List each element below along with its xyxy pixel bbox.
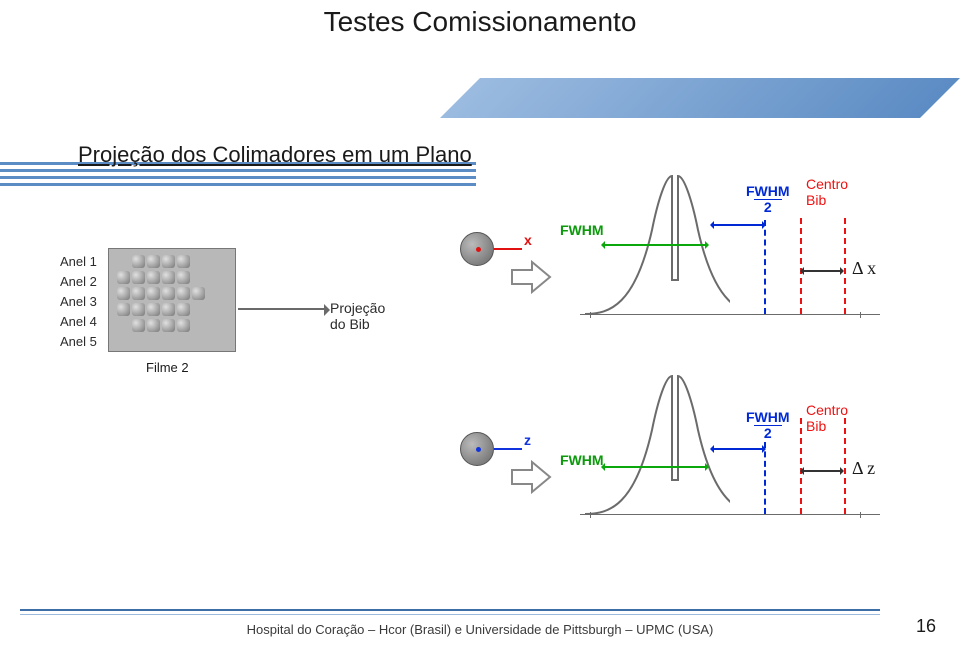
slide-title: Testes Comissionamento: [0, 0, 960, 38]
fwhm2-bot-x: 2: [754, 199, 782, 215]
fwhm2-span-x: [712, 224, 764, 226]
ring-row: [117, 271, 227, 284]
centro-bot-z: Bib: [806, 418, 826, 434]
tick-x-r: [860, 312, 861, 318]
tick-z-l: [590, 512, 591, 518]
projection-arrow: [238, 308, 328, 310]
section-subtitle: Projeção dos Colimadores em um Plano: [78, 142, 472, 168]
ring-row: [117, 255, 227, 268]
dash-red1-z: [800, 418, 802, 514]
fwhm-span-x: [603, 244, 707, 246]
profile-z: z FWHM FWHM 2 Centro Bib Δ z: [460, 370, 890, 540]
fwhm2-label-z: FWHM 2: [746, 410, 790, 441]
centro-label-z: Centro Bib: [806, 402, 848, 434]
dash-blue-x: [764, 220, 766, 314]
fwhm-label-x: FWHM: [560, 222, 604, 238]
bead: [177, 287, 190, 300]
bead: [117, 303, 130, 316]
ring-label-5: Anel 5: [60, 332, 97, 352]
profile-x: x FWHM FWHM 2 Centro Bib Δ x: [460, 170, 890, 340]
bead: [132, 303, 145, 316]
bead: [177, 271, 190, 284]
delta-span-z: [802, 470, 842, 472]
ring-row: [117, 287, 227, 300]
delta-label-x: Δ x: [852, 258, 876, 279]
centro-label-x: Centro Bib: [806, 176, 848, 208]
fwhm2-top-z: FWHM: [746, 409, 790, 425]
diagram-stage: Anel 1 Anel 2 Anel 3 Anel 4 Anel 5 Filme…: [60, 190, 900, 590]
fwhm2-bot-z: 2: [754, 425, 782, 441]
bead: [147, 319, 160, 332]
centro-top-x: Centro: [806, 176, 848, 192]
bead: [132, 319, 145, 332]
ring-label-2: Anel 2: [60, 272, 97, 292]
footer-rule-light: [20, 614, 880, 615]
dash-red2-x: [844, 218, 846, 314]
bead: [162, 271, 175, 284]
bead: [117, 287, 130, 300]
ring-label-1: Anel 1: [60, 252, 97, 272]
projection-label: Projeção do Bib: [330, 300, 385, 332]
fwhm-span-z: [603, 466, 707, 468]
orb-line-z: [494, 448, 522, 450]
bead: [132, 271, 145, 284]
bead: [192, 287, 205, 300]
baseline-x: [580, 314, 880, 315]
ring-row: [117, 319, 227, 332]
bead: [132, 287, 145, 300]
fwhm2-span-z: [712, 448, 764, 450]
dash-blue-z: [764, 442, 766, 514]
dash-red1-x: [800, 218, 802, 314]
footer-text: Hospital do Coração – Hcor (Brasil) e Un…: [0, 622, 960, 637]
orb-x: [460, 232, 494, 266]
centro-top-z: Centro: [806, 402, 848, 418]
axis-letter-z: z: [524, 432, 531, 448]
ring-labels: Anel 1 Anel 2 Anel 3 Anel 4 Anel 5: [60, 252, 97, 352]
delta-span-x: [802, 270, 842, 272]
bead: [177, 319, 190, 332]
tick-z-r: [860, 512, 861, 518]
footer-rule: [20, 609, 880, 611]
orb-dot-z: [476, 447, 481, 452]
header-band: [0, 78, 960, 118]
baseline-z: [580, 514, 880, 515]
bead: [147, 303, 160, 316]
orb-line-x: [494, 248, 522, 250]
ring-label-3: Anel 3: [60, 292, 97, 312]
orb-dot-x: [476, 247, 481, 252]
band-wedge: [440, 78, 960, 118]
centro-bot-x: Bib: [806, 192, 826, 208]
bead: [162, 287, 175, 300]
ring-label-4: Anel 4: [60, 312, 97, 332]
axis-letter-x: x: [524, 232, 532, 248]
process-arrow-z: [510, 460, 554, 494]
bead: [147, 255, 160, 268]
fwhm2-label-x: FWHM 2: [746, 184, 790, 215]
bead: [117, 271, 130, 284]
bead: [177, 255, 190, 268]
process-arrow-x: [510, 260, 554, 294]
bead: [147, 287, 160, 300]
bead: [147, 271, 160, 284]
bead: [162, 303, 175, 316]
film-caption: Filme 2: [146, 360, 189, 375]
ring-row: [117, 303, 227, 316]
bead: [162, 255, 175, 268]
delta-label-z: Δ z: [852, 458, 875, 479]
fwhm2-top-x: FWHM: [746, 183, 790, 199]
tick-x-l: [590, 312, 591, 318]
orb-z: [460, 432, 494, 466]
page-number: 16: [916, 616, 936, 637]
rings-box: [108, 248, 236, 352]
bead: [162, 319, 175, 332]
bead: [132, 255, 145, 268]
bead: [177, 303, 190, 316]
